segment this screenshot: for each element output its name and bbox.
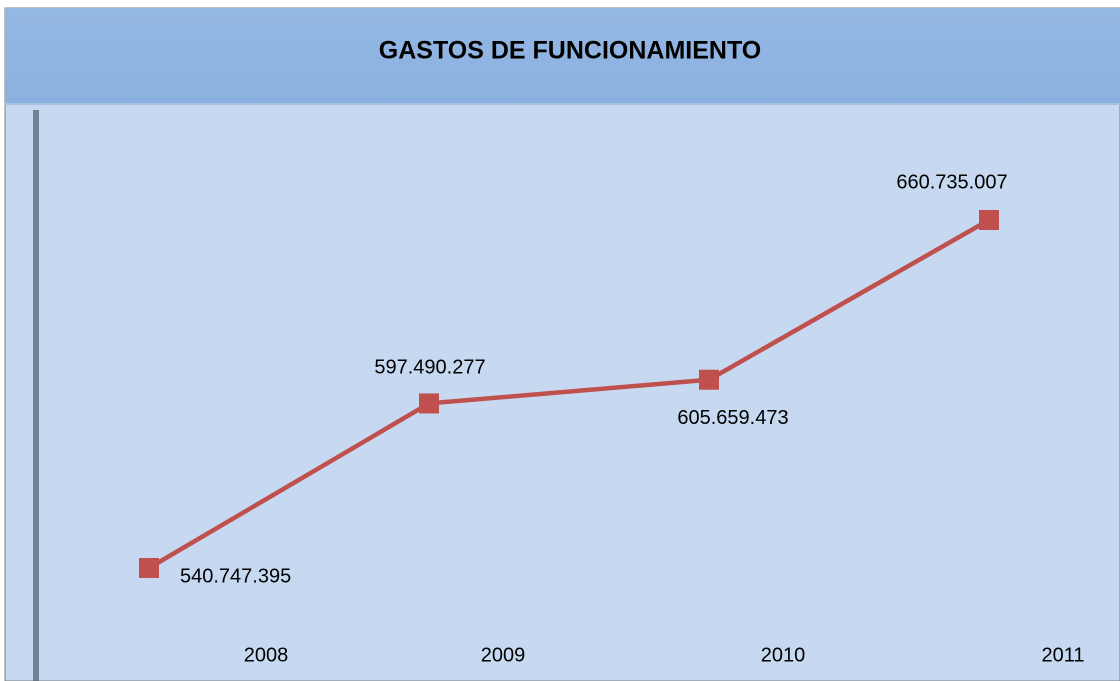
title-band — [5, 8, 1120, 104]
plot-edge — [33, 110, 39, 681]
plot: 2008 2009 2010 2011 540.747.395 597.490.277 60… — [139, 171, 1085, 666]
x-tick-label: 2008 — [244, 644, 289, 666]
chart-frame — [4, 7, 1120, 681]
x-tick-label: 2009 — [481, 644, 526, 666]
x-tick-label: 2010 — [761, 644, 806, 666]
series-line — [147, 218, 991, 570]
x-tick-label: 2011 — [1041, 644, 1084, 666]
chart-title: GASTOS DE FUNCIONAMIENTO — [379, 37, 761, 65]
data-label: 660.735.007 — [896, 171, 1007, 193]
marker — [419, 393, 439, 414]
data-label: 597.490.277 — [374, 357, 485, 379]
data-label: 605.659.473 — [677, 407, 788, 429]
data-label: 540.747.395 — [180, 565, 291, 587]
marker — [139, 558, 159, 578]
marker — [979, 210, 999, 230]
marker — [699, 369, 719, 390]
